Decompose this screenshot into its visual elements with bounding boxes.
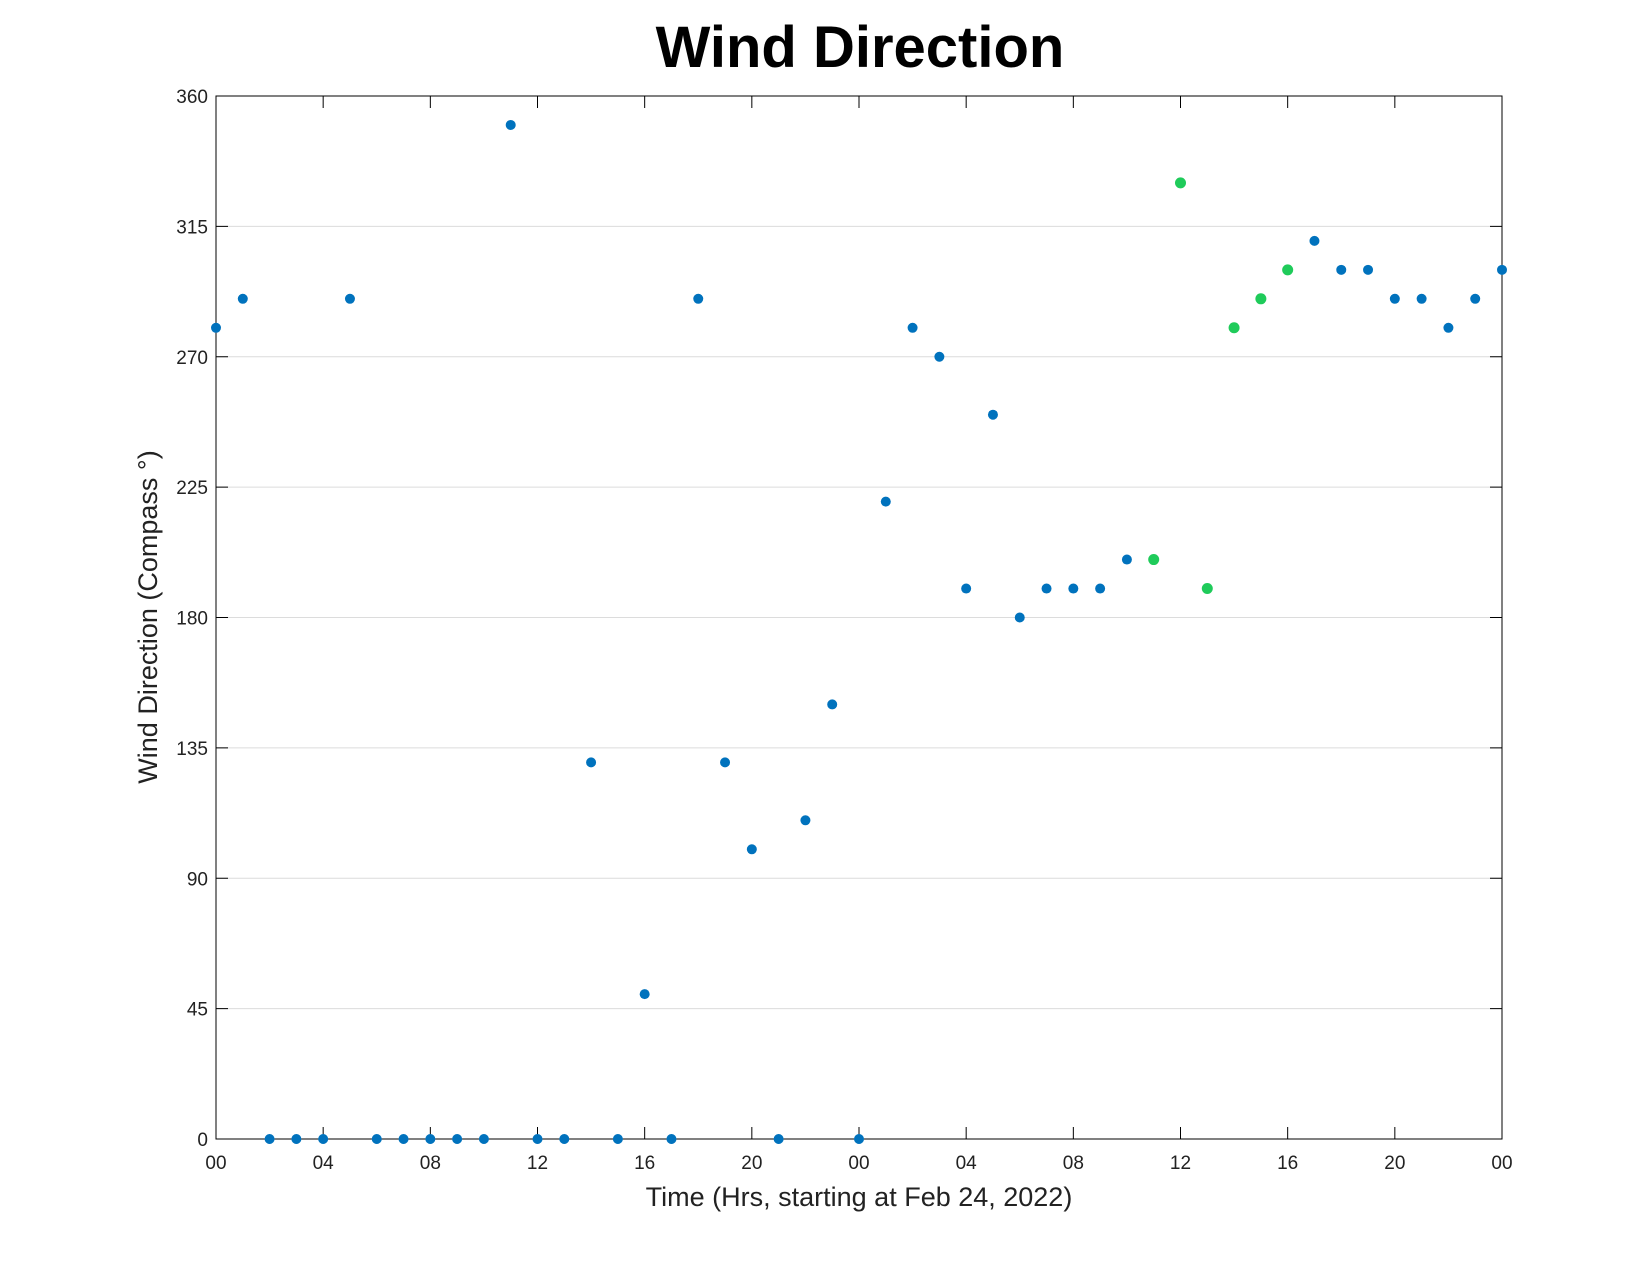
data-point xyxy=(693,293,704,304)
data-point xyxy=(1068,583,1079,594)
x-tick-label: 00 xyxy=(848,1153,869,1174)
y-tick-label: 315 xyxy=(176,217,208,238)
x-tick-label: 04 xyxy=(956,1153,978,1174)
data-point xyxy=(1014,612,1025,623)
data-point xyxy=(1309,235,1320,246)
y-tick-label: 0 xyxy=(197,1130,208,1151)
y-tick-label: 225 xyxy=(176,478,208,499)
y-tick-label: 270 xyxy=(176,348,208,369)
data-point xyxy=(478,1134,489,1144)
data-point xyxy=(1255,293,1267,305)
y-tick-label: 90 xyxy=(187,869,208,890)
data-point xyxy=(907,322,918,333)
data-point xyxy=(318,1134,329,1144)
chart-title: Wind Direction xyxy=(655,15,1065,80)
x-tick-label: 16 xyxy=(634,1153,655,1174)
data-point xyxy=(1121,554,1132,565)
data-point xyxy=(425,1134,436,1144)
data-point xyxy=(800,815,811,826)
y-axis-label: Wind Direction (Compass °) xyxy=(133,450,163,783)
data-point xyxy=(586,757,597,768)
data-point xyxy=(371,1134,382,1144)
data-point xyxy=(1389,293,1400,304)
data-point xyxy=(720,757,731,768)
x-tick-label: 16 xyxy=(1277,1153,1298,1174)
x-tick-label: 12 xyxy=(1170,1153,1191,1174)
x-axis-label: Time (Hrs, starting at Feb 24, 2022) xyxy=(646,1182,1073,1212)
x-tick-label: 04 xyxy=(313,1153,335,1174)
data-point xyxy=(211,322,221,333)
data-point xyxy=(1201,583,1213,595)
data-point xyxy=(773,1134,784,1144)
data-point xyxy=(1041,583,1052,594)
data-point xyxy=(666,1134,677,1144)
data-point xyxy=(559,1134,570,1144)
y-tick-label: 180 xyxy=(176,609,208,630)
data-point xyxy=(1470,293,1481,304)
data-point xyxy=(1443,322,1454,333)
data-point xyxy=(398,1134,409,1144)
data-point xyxy=(1148,554,1160,566)
data-point xyxy=(746,844,757,855)
x-tick-label: 20 xyxy=(1384,1153,1405,1174)
data-point xyxy=(612,1134,623,1144)
y-tick-label: 360 xyxy=(176,87,208,108)
y-tick-labels: 0 45 90 135 180 225 270 315 360 xyxy=(176,87,208,1151)
data-point xyxy=(344,293,355,304)
data-point xyxy=(1363,264,1374,275)
x-tick-label: 12 xyxy=(527,1153,548,1174)
x-tick-labels: 00 04 08 12 16 20 00 04 08 12 16 20 00 xyxy=(205,1153,1512,1174)
x-tick-label: 00 xyxy=(205,1153,226,1174)
data-point xyxy=(1228,322,1240,334)
axis-ticks xyxy=(215,95,1503,1140)
data-point xyxy=(1416,293,1427,304)
grid-lines xyxy=(216,225,1502,1010)
data-point xyxy=(532,1134,543,1144)
data-point xyxy=(264,1134,275,1144)
data-point xyxy=(291,1134,302,1144)
x-tick-label: 08 xyxy=(420,1153,441,1174)
data-points xyxy=(211,119,1507,1144)
data-point xyxy=(987,409,998,420)
data-point xyxy=(452,1134,463,1144)
data-point xyxy=(961,583,972,594)
y-tick-label: 45 xyxy=(187,1000,208,1021)
data-point xyxy=(639,989,650,1000)
data-point xyxy=(1336,264,1347,275)
data-point xyxy=(880,496,891,507)
y-tick-label: 135 xyxy=(176,739,208,760)
x-tick-label: 00 xyxy=(1491,1153,1512,1174)
data-point xyxy=(1095,583,1106,594)
data-point xyxy=(505,119,516,130)
x-tick-label: 08 xyxy=(1063,1153,1084,1174)
data-point xyxy=(1282,264,1294,276)
data-point xyxy=(1497,264,1507,275)
data-point xyxy=(854,1134,864,1144)
data-point xyxy=(1175,177,1186,189)
data-point xyxy=(934,351,945,362)
data-point xyxy=(237,293,248,304)
x-tick-label: 20 xyxy=(741,1153,762,1174)
data-point xyxy=(827,699,838,710)
